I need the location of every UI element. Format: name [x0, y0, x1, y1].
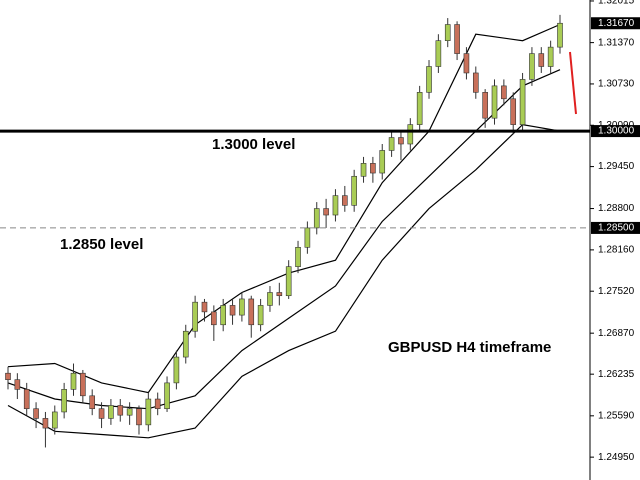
- candle-body: [257, 305, 264, 326]
- annotation: 1.2850 level: [60, 236, 143, 253]
- candle-body: [51, 411, 58, 429]
- candle-body: [323, 208, 329, 216]
- candle-body: [547, 46, 554, 67]
- candle-body: [126, 408, 133, 416]
- candle-body: [89, 395, 96, 410]
- candle-body: [388, 137, 395, 151]
- candle-body: [42, 418, 49, 429]
- candle-body: [201, 301, 208, 313]
- annotation: GBPUSD H4 timeframe: [388, 339, 551, 356]
- candle-body: [463, 53, 470, 74]
- candle-body: [70, 372, 77, 390]
- candle-body: [229, 305, 236, 316]
- candle-body: [332, 195, 339, 216]
- candle-body: [5, 372, 11, 380]
- y-tick-label: 1.25590: [598, 410, 635, 421]
- candle-body: [173, 356, 180, 384]
- candle-body: [472, 72, 479, 93]
- candle-body: [276, 292, 283, 297]
- y-tick-label: 1.29450: [598, 161, 635, 172]
- candle-body: [454, 24, 460, 54]
- red-arrow: [569, 51, 577, 115]
- y-tick-label: 1.26870: [598, 328, 635, 339]
- level-label: 1.30000: [598, 126, 635, 137]
- candle-body: [351, 175, 357, 206]
- candle-body: [80, 372, 86, 397]
- candle-body: [211, 311, 217, 326]
- candle-body: [220, 305, 226, 326]
- y-tick-label: 1.27520: [598, 286, 635, 297]
- candle-body: [510, 98, 517, 125]
- candle-body: [267, 292, 273, 306]
- y-tick-label: 1.32015: [598, 0, 635, 7]
- candle-body: [61, 389, 67, 413]
- candle-body: [342, 195, 348, 206]
- candle-body: [14, 379, 21, 390]
- candle-body: [435, 40, 442, 67]
- candle-body: [398, 137, 404, 145]
- plot-area: [5, 14, 563, 448]
- candle-body: [370, 163, 376, 174]
- candle-body: [379, 150, 386, 174]
- candle-body: [33, 408, 39, 419]
- candle-body: [313, 208, 320, 229]
- level-label: 1.28500: [598, 223, 635, 234]
- candle-body: [360, 163, 367, 177]
- candle-body: [491, 85, 498, 119]
- candle-body: [23, 389, 30, 410]
- y-tick-label: 1.26235: [598, 369, 635, 380]
- candle-body: [154, 398, 161, 410]
- bollinger-line: [7, 123, 561, 439]
- candle-body: [145, 398, 152, 426]
- last-price-label: 1.31670: [598, 18, 635, 29]
- y-tick-label: 1.28800: [598, 203, 635, 214]
- y-tick-label: 1.24950: [598, 452, 635, 463]
- candle-body: [98, 408, 105, 419]
- candle-body: [285, 266, 292, 297]
- y-tick-label: 1.28160: [598, 245, 635, 256]
- candle-body: [192, 301, 198, 332]
- y-tick-label: 1.31370: [598, 37, 635, 48]
- candle-body: [164, 382, 170, 410]
- candle-body: [248, 298, 255, 326]
- candle-body: [136, 408, 142, 426]
- candle-body: [182, 330, 189, 358]
- candle-body: [519, 79, 526, 125]
- candle-body: [482, 92, 488, 119]
- candle-body: [444, 24, 451, 41]
- candle-body: [538, 53, 545, 67]
- candle-body: [407, 124, 414, 145]
- y-tick-label: 1.30730: [598, 79, 635, 90]
- candle-body: [557, 22, 563, 48]
- annotation: 1.3000 level: [212, 136, 295, 153]
- candle-body: [304, 227, 311, 248]
- last-price-box: [591, 17, 640, 30]
- level-box: [591, 125, 640, 138]
- candle-body: [529, 53, 535, 80]
- candle-body: [239, 298, 245, 316]
- level-box: [591, 221, 640, 234]
- candle-body: [295, 246, 301, 267]
- candle-body: [501, 85, 507, 100]
- candle-body: [426, 66, 432, 93]
- candle-body: [108, 405, 114, 419]
- candle-body: [416, 92, 423, 125]
- candle-body: [117, 405, 124, 416]
